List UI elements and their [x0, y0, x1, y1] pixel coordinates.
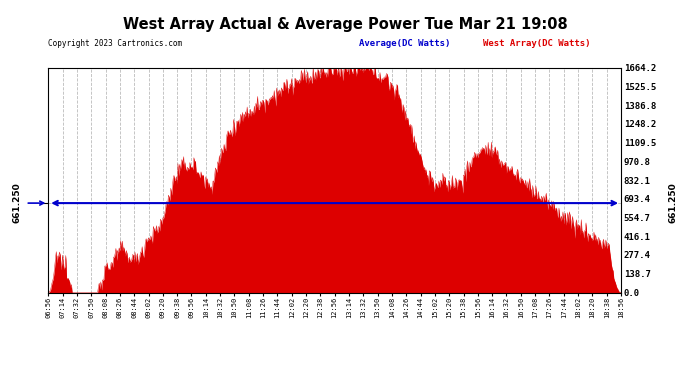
Text: West Array(DC Watts): West Array(DC Watts) [483, 39, 591, 48]
Text: West Array Actual & Average Power Tue Mar 21 19:08: West Array Actual & Average Power Tue Ma… [123, 17, 567, 32]
Text: Copyright 2023 Cartronics.com: Copyright 2023 Cartronics.com [48, 39, 182, 48]
Text: Average(DC Watts): Average(DC Watts) [359, 39, 450, 48]
Text: 661.250: 661.250 [12, 183, 21, 224]
Text: 661.250: 661.250 [668, 183, 677, 224]
